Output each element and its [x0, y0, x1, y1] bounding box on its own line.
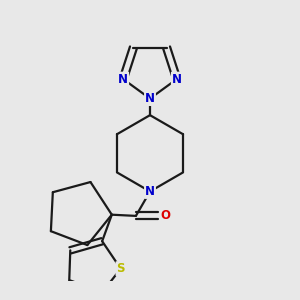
Text: N: N [118, 73, 128, 85]
Text: S: S [116, 262, 125, 275]
Text: N: N [145, 92, 155, 105]
Text: O: O [161, 209, 171, 222]
Text: N: N [145, 185, 155, 198]
Text: N: N [172, 73, 182, 85]
